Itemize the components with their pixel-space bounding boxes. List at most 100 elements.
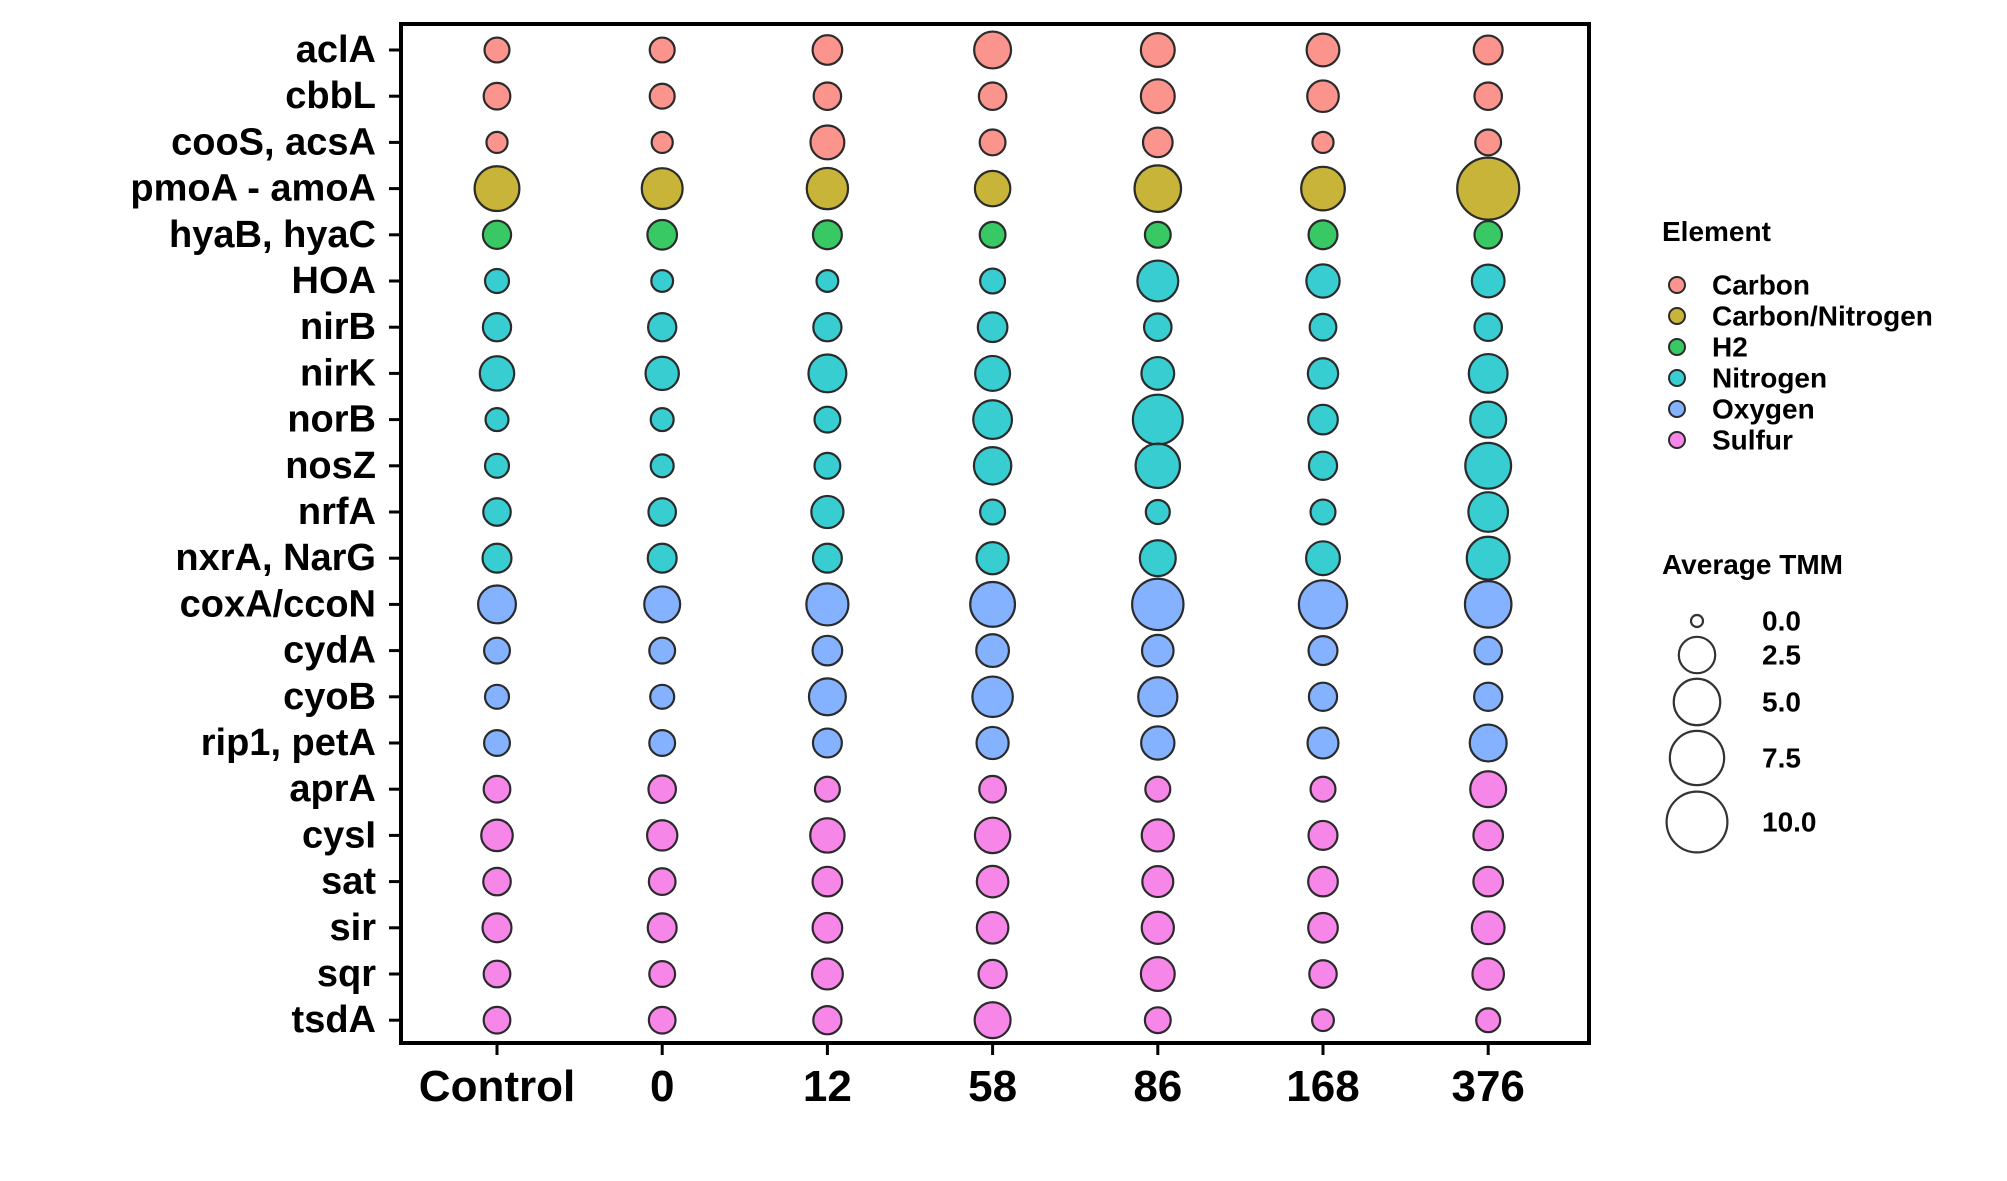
size-legend-label: 5.0 xyxy=(1762,687,1801,718)
point-rip1-peta-control xyxy=(483,728,512,757)
point-sir-12 xyxy=(811,911,844,944)
point-pmoa-amoa-376 xyxy=(1456,156,1521,221)
point-nirk-0 xyxy=(644,355,680,392)
point-sir-86 xyxy=(1140,910,1175,945)
point-hoa-0 xyxy=(650,269,675,293)
point-nrfa-168 xyxy=(1309,498,1337,526)
point-nxra-narg-control xyxy=(481,542,513,574)
point-hyab-hyac-168 xyxy=(1307,219,1339,251)
legend-label-carbon-nitrogen: Carbon/Nitrogen xyxy=(1712,301,1933,332)
point-pmoa-amoa-0 xyxy=(640,167,684,211)
point-cyda-168 xyxy=(1307,635,1339,667)
y-tick-label-nosz: nosZ xyxy=(285,445,376,487)
point-nrfa-control xyxy=(482,497,512,527)
point-nxra-narg-86 xyxy=(1138,539,1177,578)
point-coos-acsa-control xyxy=(485,130,509,155)
point-nosz-58 xyxy=(972,446,1013,486)
point-coos-acsa-86 xyxy=(1141,126,1174,159)
y-tick-label-cysi: cysI xyxy=(302,814,376,856)
point-apra-12 xyxy=(813,775,841,803)
point-coxa-ccon-12 xyxy=(805,582,850,627)
point-nxra-narg-0 xyxy=(646,542,678,574)
point-tsda-12 xyxy=(812,1005,843,1036)
point-coxa-ccon-control xyxy=(476,584,518,625)
point-hoa-376 xyxy=(1470,263,1506,299)
y-tick-label-cyda: cydA xyxy=(283,630,376,672)
point-apra-86 xyxy=(1144,775,1172,803)
y-tick-label-nxra-narg: nxrA, NarG xyxy=(175,537,376,579)
point-tsda-control xyxy=(482,1005,512,1035)
point-nirb-0 xyxy=(647,312,678,343)
point-sir-58 xyxy=(975,910,1010,945)
size-legend: Average TMM 0.02.5 5.0 7.5 10.0 xyxy=(1662,549,1843,854)
legend-swatch-sulfur xyxy=(1668,431,1686,449)
y-tick-label-norb: norB xyxy=(287,399,376,441)
point-apra-168 xyxy=(1309,775,1337,803)
y-tick-label-acla: aclA xyxy=(296,29,376,71)
legend-label-sulfur: Sulfur xyxy=(1712,425,1793,456)
point-nirb-58 xyxy=(976,311,1009,344)
point-nirb-168 xyxy=(1308,312,1338,342)
x-tick-label-control: Control xyxy=(419,1062,575,1111)
size-legend-circle xyxy=(1689,613,1705,629)
y-tick-label-sat: sat xyxy=(321,861,376,903)
point-sat-58 xyxy=(975,864,1010,899)
point-cysi-12 xyxy=(809,817,846,854)
x-tick-label-58: 58 xyxy=(968,1062,1017,1111)
point-cyob-0 xyxy=(649,683,676,710)
point-apra-control xyxy=(482,774,512,804)
point-hoa-168 xyxy=(1305,263,1341,299)
element-legend: Element CarbonCarbon/NitrogenH2NitrogenO… xyxy=(1662,216,1933,456)
point-nxra-narg-58 xyxy=(975,541,1010,576)
point-rip1-peta-376 xyxy=(1468,723,1508,763)
y-tick-label-cbbl: cbbL xyxy=(285,75,376,117)
point-cyob-58 xyxy=(971,675,1014,719)
point-nxra-narg-376 xyxy=(1465,535,1511,581)
point-tsda-376 xyxy=(1475,1007,1502,1034)
point-hyab-hyac-0 xyxy=(646,218,679,251)
point-nirk-86 xyxy=(1140,355,1176,391)
point-apra-0 xyxy=(647,774,678,805)
point-cyob-control xyxy=(483,683,511,710)
y-tick-label-nrfa: nrfA xyxy=(298,491,376,533)
point-acla-58 xyxy=(973,30,1013,70)
point-acla-376 xyxy=(1472,34,1504,66)
point-cyob-12 xyxy=(807,677,847,717)
point-apra-376 xyxy=(1469,770,1508,809)
point-apra-58 xyxy=(978,774,1008,804)
legend-label-carbon: Carbon xyxy=(1712,270,1810,301)
point-nosz-control xyxy=(483,452,511,479)
size-legend-label: 10.0 xyxy=(1762,807,1817,838)
point-nrfa-376 xyxy=(1467,491,1510,533)
point-nosz-376 xyxy=(1464,441,1513,490)
x-tick-label-86: 86 xyxy=(1133,1062,1182,1111)
y-tick-label-rip1-peta: rip1, petA xyxy=(201,722,376,764)
point-coxa-ccon-168 xyxy=(1297,579,1349,630)
size-legend-circle xyxy=(1668,729,1726,787)
size-legend-circle xyxy=(1665,790,1729,854)
point-rip1-peta-0 xyxy=(648,728,677,757)
point-cysi-168 xyxy=(1307,819,1339,851)
point-nirb-376 xyxy=(1473,312,1504,343)
y-tick-label-pmoa-amoa: pmoA - amoA xyxy=(130,168,376,210)
x-tick-label-376: 376 xyxy=(1451,1062,1524,1111)
y-tick-label-apra: aprA xyxy=(289,768,376,810)
y-tick-label-nirk: nirK xyxy=(300,352,377,394)
point-sir-168 xyxy=(1307,911,1339,944)
point-nirk-376 xyxy=(1467,352,1509,394)
point-nirb-control xyxy=(481,312,513,343)
point-cyda-0 xyxy=(648,636,677,665)
legend-label-h2: H2 xyxy=(1712,332,1748,363)
point-cysi-58 xyxy=(973,816,1012,855)
point-norb-12 xyxy=(813,405,842,434)
point-cyda-86 xyxy=(1140,633,1175,668)
point-acla-12 xyxy=(811,34,844,66)
point-coos-acsa-168 xyxy=(1311,130,1335,155)
point-cbbl-0 xyxy=(648,82,676,110)
point-nosz-168 xyxy=(1307,450,1339,481)
x-axis: Control 0 12 58 86 168 376 xyxy=(419,1043,1525,1111)
point-hoa-control xyxy=(483,267,511,295)
point-hyab-hyac-376 xyxy=(1473,219,1504,250)
legend-swatch-carbon-nitrogen xyxy=(1668,307,1686,325)
